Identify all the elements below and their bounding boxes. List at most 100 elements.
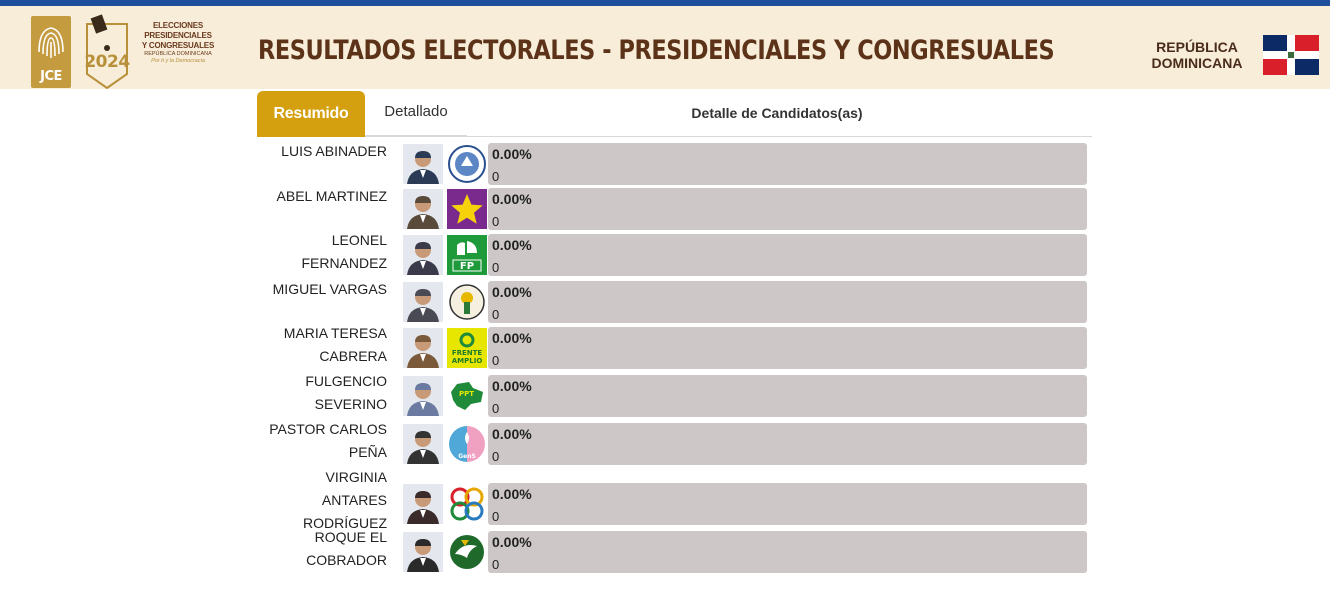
party-logo-text: PPT bbox=[459, 390, 475, 398]
candidate-name-line: LUIS ABINADER bbox=[281, 143, 387, 159]
candidate-photo bbox=[403, 424, 443, 464]
opcion-rings-icon bbox=[447, 484, 487, 524]
candidate-name: MIGUEL VARGAS bbox=[257, 278, 387, 301]
candidate-name: ROQUE EL COBRADOR bbox=[257, 526, 387, 572]
vote-progress-bar: 0.00% 0 bbox=[488, 234, 1087, 276]
vote-progress-bar: 0.00% 0 bbox=[488, 423, 1087, 465]
candidate-photo bbox=[403, 189, 443, 229]
vote-count: 0 bbox=[492, 169, 500, 184]
elections-line-2: PRESIDENCIALES bbox=[144, 31, 212, 40]
jce-logo[interactable]: JCE bbox=[31, 16, 71, 88]
candidate-name-line: CABRERA bbox=[319, 348, 387, 364]
candidate-name-line: ANTARES bbox=[321, 492, 387, 508]
vote-count: 0 bbox=[492, 509, 500, 524]
vote-progress-bar: 0.00% 0 bbox=[488, 143, 1087, 185]
vote-count: 0 bbox=[492, 307, 500, 322]
candidate-name-line: LEONEL bbox=[331, 232, 387, 248]
election-2024-badge: 2024 bbox=[83, 14, 131, 90]
country-line-2: DOMINICANA bbox=[1151, 55, 1243, 71]
frente-amplio-icon: FRENTE AMPLIO bbox=[447, 328, 487, 368]
vote-percentage: 0.00% bbox=[492, 486, 532, 502]
candidate-name: PASTOR CARLOS PEÑA bbox=[257, 418, 387, 464]
vote-count: 0 bbox=[492, 214, 500, 229]
candidate-name-line: PASTOR CARLOS bbox=[269, 421, 387, 437]
page-title: RESULTADOS ELECTORALES - PRESIDENCIALES … bbox=[258, 35, 1055, 66]
elections-line-1: ELECCIONES bbox=[152, 21, 203, 30]
vote-progress-bar: 0.00% 0 bbox=[488, 327, 1087, 369]
vote-count: 0 bbox=[492, 401, 500, 416]
tab-divider bbox=[365, 135, 467, 137]
country-name: REPÚBLICA DOMINICANA bbox=[1140, 39, 1254, 71]
candidate-photo bbox=[403, 328, 443, 368]
candidate-name-line: ABEL MARTINEZ bbox=[276, 188, 387, 204]
candidate-name: ABEL MARTINEZ bbox=[257, 185, 387, 208]
pld-star-icon bbox=[447, 189, 487, 229]
fp-logo-icon: FP bbox=[447, 235, 487, 275]
candidate-photo bbox=[403, 376, 443, 416]
candidate-name-line: COBRADOR bbox=[306, 552, 387, 568]
candidate-photo bbox=[403, 235, 443, 275]
generacion-icon: GenS bbox=[447, 424, 487, 464]
prd-seal-icon bbox=[447, 282, 487, 322]
person-icon bbox=[403, 235, 443, 275]
svg-text:FP: FP bbox=[460, 261, 474, 272]
vote-percentage: 0.00% bbox=[492, 191, 532, 207]
candidate-name-line: FERNANDEZ bbox=[301, 255, 387, 271]
candidate-photo bbox=[403, 144, 443, 184]
results-tabs: Resumido Detallado Detalle de Candidatos… bbox=[257, 91, 1092, 137]
vote-count: 0 bbox=[492, 557, 500, 572]
candidate-name-line: FULGENCIO bbox=[305, 373, 387, 389]
candidate-name-line: SEVERINO bbox=[314, 396, 387, 412]
vote-count: 0 bbox=[492, 260, 500, 275]
vote-percentage: 0.00% bbox=[492, 330, 532, 346]
vote-percentage: 0.00% bbox=[492, 378, 532, 394]
vote-progress-bar: 0.00% 0 bbox=[488, 531, 1087, 573]
person-icon bbox=[403, 328, 443, 368]
person-icon bbox=[403, 484, 443, 524]
jce-logo-text: JCE bbox=[40, 69, 62, 84]
vote-progress-bar: 0.00% 0 bbox=[488, 188, 1087, 230]
vote-progress-bar: 0.00% 0 bbox=[488, 483, 1087, 525]
candidate-photo bbox=[403, 484, 443, 524]
vote-percentage: 0.00% bbox=[492, 284, 532, 300]
candidate-name-line: VIRGINIA bbox=[325, 469, 387, 485]
elections-line-4: REPÚBLICA DOMINICANA bbox=[144, 51, 212, 57]
party-logo-text: AMPLIO bbox=[451, 357, 483, 365]
vote-percentage: 0.00% bbox=[492, 534, 532, 550]
country-line-1: REPÚBLICA bbox=[1156, 39, 1238, 55]
fingerprint-icon bbox=[38, 27, 64, 58]
dominican-flag-icon bbox=[1263, 35, 1319, 75]
elections-slogan: Por ti y la Democracia bbox=[151, 58, 205, 64]
candidate-name-line: RODRÍGUEZ bbox=[303, 515, 387, 531]
candidate-name: LEONEL FERNANDEZ bbox=[257, 229, 387, 275]
ballot-box-icon bbox=[86, 14, 128, 90]
section-title: Detalle de Candidatos(as) bbox=[691, 105, 863, 121]
person-icon bbox=[403, 189, 443, 229]
elections-line-3: Y CONGRESUALES bbox=[141, 41, 215, 50]
candidate-name: LUIS ABINADER bbox=[257, 140, 387, 163]
candidate-photo bbox=[403, 282, 443, 322]
person-icon bbox=[403, 376, 443, 416]
vote-progress-bar: 0.00% 0 bbox=[488, 281, 1087, 323]
badge-year: 2024 bbox=[84, 52, 130, 72]
elections-caption: ELECCIONES PRESIDENCIALES Y CONGRESUALES… bbox=[140, 21, 216, 65]
party-logo-text: GenS bbox=[458, 453, 476, 460]
vote-percentage: 0.00% bbox=[492, 426, 532, 442]
top-accent-bar bbox=[0, 0, 1330, 6]
vote-percentage: 0.00% bbox=[492, 237, 532, 253]
candidate-name-line: PEÑA bbox=[348, 444, 387, 460]
candidate-name-line: MIGUEL VARGAS bbox=[272, 281, 387, 297]
person-icon bbox=[403, 282, 443, 322]
candidate-photo bbox=[403, 532, 443, 572]
candidate-name: VIRGINIA ANTARES RODRÍGUEZ bbox=[257, 466, 387, 535]
dove-seal-icon bbox=[447, 532, 487, 572]
party-logo-text: FRENTE bbox=[451, 349, 483, 357]
candidate-name: MARIA TERESA CABRERA bbox=[257, 322, 387, 368]
vote-progress-bar: 0.00% 0 bbox=[488, 375, 1087, 417]
person-icon bbox=[403, 144, 443, 184]
person-icon bbox=[403, 424, 443, 464]
tab-resumido[interactable]: Resumido bbox=[257, 91, 365, 137]
vote-count: 0 bbox=[492, 353, 500, 368]
tab-detallado[interactable]: Detallado bbox=[384, 102, 448, 120]
person-icon bbox=[403, 532, 443, 572]
